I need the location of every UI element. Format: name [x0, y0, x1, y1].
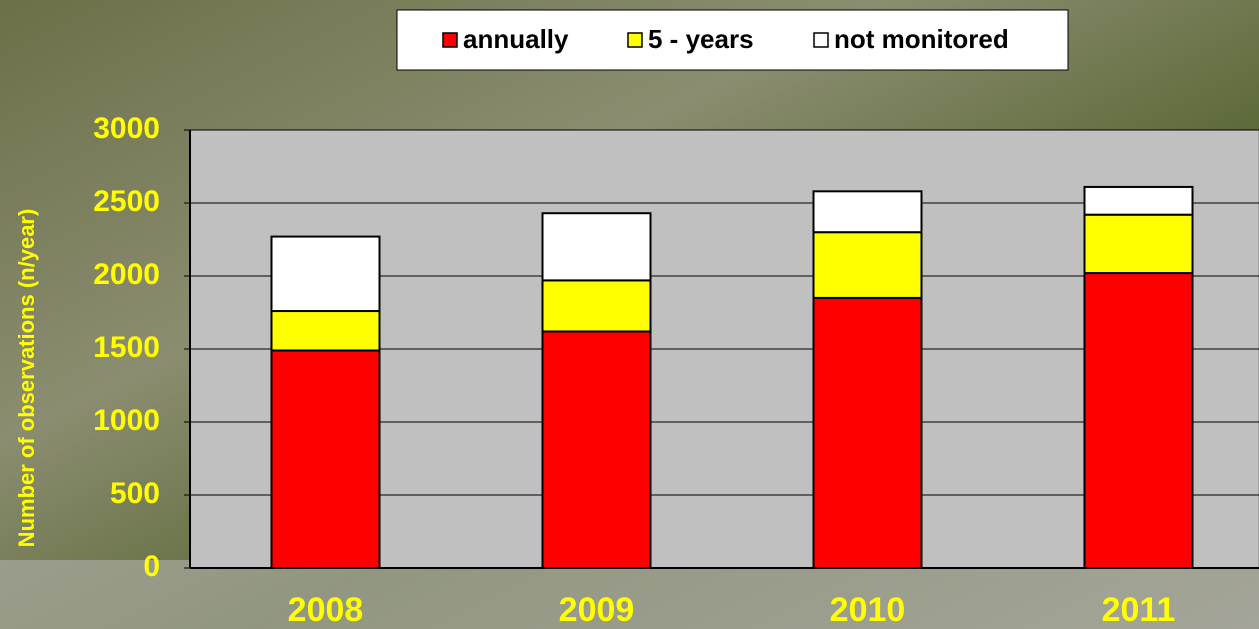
legend-swatch [814, 33, 828, 47]
y-axis-title: Number of observations (n/year) [14, 209, 39, 548]
bar-segment [1085, 273, 1193, 568]
bar-segment [814, 232, 922, 298]
bar-segment [814, 298, 922, 568]
x-tick-label: 2009 [559, 591, 635, 629]
bar-segment [543, 213, 651, 280]
y-tick-label: 500 [110, 477, 160, 510]
bar-segment [543, 331, 651, 568]
bar-segment [1085, 215, 1193, 273]
bar-segment [272, 350, 380, 568]
y-tick-label: 0 [143, 550, 160, 583]
bar-segment [272, 311, 380, 350]
legend-label: 5 - years [648, 24, 754, 54]
bar-segment [1085, 187, 1193, 215]
legend-swatch [443, 33, 457, 47]
y-tick-label: 2000 [93, 258, 160, 291]
x-tick-label: 2008 [288, 591, 364, 629]
y-tick-label: 3000 [93, 112, 160, 145]
legend-swatch [628, 33, 642, 47]
bar-segment [543, 280, 651, 331]
y-tick-label: 1500 [93, 331, 160, 364]
y-tick-label: 1000 [93, 404, 160, 437]
bar-segment [272, 237, 380, 311]
legend-label: not monitored [834, 24, 1009, 54]
chart: Number of observations (n/year) 0 500 1000… [0, 0, 1259, 629]
bar-segment [814, 191, 922, 232]
x-tick-label: 2011 [1102, 591, 1176, 629]
x-tick-label: 2010 [830, 591, 906, 629]
y-tick-label: 2500 [93, 185, 160, 218]
legend-label: annually [463, 24, 569, 54]
